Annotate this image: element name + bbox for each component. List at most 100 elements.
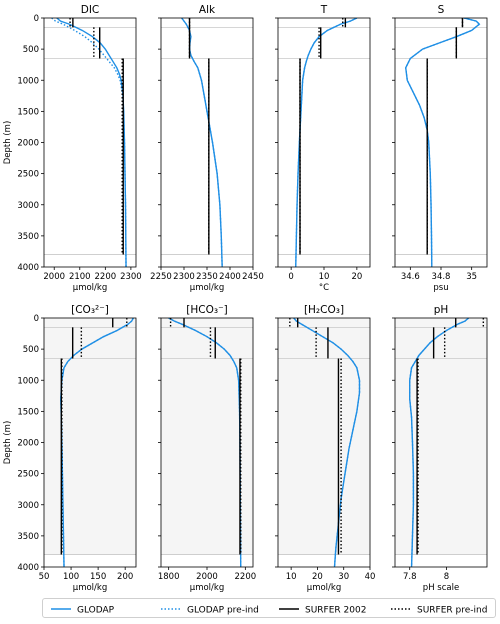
- x-tick-label: 2000: [43, 272, 65, 282]
- y-tick-label: 1500: [17, 407, 39, 417]
- y-tick-label: 1500: [17, 107, 39, 117]
- series-glodap-pre-ind: [295, 18, 358, 267]
- x-tick-label: 2200: [235, 572, 257, 582]
- panel-h-co: 10 20 30 40 [H₂CO₃] µmol/kg: [275, 304, 375, 593]
- x-axis-label: pH scale: [423, 583, 459, 593]
- x-tick-label: 7.8: [403, 572, 417, 582]
- panel-title: Alk: [199, 4, 216, 16]
- x-tick-label: 34.6: [401, 272, 420, 282]
- panel-title: DIC: [81, 4, 100, 16]
- shaded-region: [395, 318, 487, 555]
- panel-title: [HCO₃⁻]: [186, 304, 227, 316]
- y-tick-label: 2000: [17, 139, 39, 149]
- x-tick-label: 30: [338, 572, 349, 582]
- legend: GLODAP GLODAP pre-ind SURFER 2002 SURFER pr…: [42, 598, 496, 618]
- legend-entry-glodap: GLODAP: [51, 606, 115, 616]
- y-axis-label: Depth (m): [3, 121, 13, 165]
- y-tick-label: 2500: [17, 470, 39, 480]
- x-tick-label: 2450: [242, 272, 264, 282]
- x-tick-label: 20: [351, 272, 362, 282]
- x-axis-label: °C: [319, 283, 329, 293]
- y-tick-label: 0: [34, 14, 39, 24]
- series-glodap-pre-ind: [60, 318, 134, 567]
- legend-entry-surfer-pre-ind: SURFER pre-ind: [391, 606, 487, 616]
- x-tick-label: 50: [39, 572, 50, 582]
- x-tick-label: 2100: [69, 272, 91, 282]
- x-tick-label: 2350: [196, 272, 218, 282]
- x-tick-label: 200: [117, 572, 133, 582]
- shaded-region: [278, 318, 370, 555]
- x-axis-label: µmol/kg: [190, 583, 224, 593]
- panel-co: 50 100 150 20005001000150020002500300035004…: [3, 304, 137, 593]
- x-tick-label: 2400: [219, 272, 241, 282]
- x-tick-label: 2250: [150, 272, 172, 282]
- y-tick-label: 2000: [17, 439, 39, 449]
- y-tick-label: 3000: [17, 501, 39, 511]
- shaded-region: [161, 318, 253, 555]
- shaded-region: [44, 318, 136, 555]
- legend-entry-glodap-pre-ind: GLODAP pre-ind: [161, 606, 259, 616]
- panel-hco: 1800 2000 2200 [HCO₃⁻] µmol/kg: [158, 304, 256, 593]
- axes-frame: [394, 17, 488, 268]
- y-tick-label: 500: [23, 345, 39, 355]
- series-glodap: [56, 18, 127, 267]
- y-tick-label: 1000: [17, 76, 39, 86]
- y-tick-label: 3500: [17, 232, 39, 242]
- series-glodap-pre-ind: [51, 18, 127, 267]
- x-tick-label: 2300: [120, 272, 142, 282]
- x-tick-label: 34.8: [432, 272, 451, 282]
- x-tick-label: 2300: [173, 272, 195, 282]
- series-glodap-pre-ind: [405, 18, 481, 267]
- x-tick-label: 10: [319, 272, 330, 282]
- y-tick-label: 2500: [17, 170, 39, 180]
- panel-ph: 7.8 8 pH pH scale: [392, 304, 488, 593]
- series-glodap-pre-ind: [409, 318, 470, 567]
- x-tick-label: 1800: [158, 572, 180, 582]
- axes-frame: [160, 17, 254, 268]
- series-glodap-pre-ind: [181, 18, 223, 267]
- x-axis-label: µmol/kg: [73, 583, 107, 593]
- series-glodap: [295, 18, 358, 267]
- series-glodap-pre-ind: [293, 318, 361, 567]
- series-glodap: [405, 18, 481, 267]
- legend-entry-surfer-2002: SURFER 2002: [279, 606, 366, 616]
- panel-title: T: [320, 4, 328, 16]
- x-tick-label: 8: [444, 572, 449, 582]
- x-tick-label: 20: [312, 572, 323, 582]
- y-tick-label: 1000: [17, 376, 39, 386]
- series-glodap: [181, 18, 223, 267]
- series-glodap-pre-ind: [168, 318, 242, 567]
- x-axis-label: psu: [433, 283, 448, 293]
- panel-title: [CO₃²⁻]: [71, 304, 109, 316]
- legend-label: GLODAP pre-ind: [187, 606, 259, 616]
- x-tick-label: 2200: [95, 272, 117, 282]
- panels-group: 2000 2100 2200 2300050010001500200025003000…: [3, 4, 488, 593]
- axes-frame: [277, 17, 371, 268]
- panel-dic: 2000 2100 2200 2300 0 500 1000 1500 2000 2500 3000…: [3, 4, 142, 293]
- panel-title: S: [438, 4, 445, 16]
- x-tick-label: 150: [90, 572, 106, 582]
- x-tick-label: 10: [286, 572, 297, 582]
- x-tick-label: 40: [365, 572, 376, 582]
- panel-title: pH: [434, 304, 449, 316]
- x-axis-label: µmol/kg: [190, 283, 224, 293]
- y-tick-label: 4000: [17, 263, 39, 273]
- panel-alk: 2250 2300 2350 2400 2450 Alk µmol/kg: [150, 4, 264, 293]
- x-tick-label: 35: [466, 272, 477, 282]
- legend-svg: GLODAP GLODAP pre-ind SURFER 2002 SURFER pr…: [51, 606, 487, 616]
- x-tick-label: 2000: [196, 572, 218, 582]
- y-tick-label: 500: [23, 45, 39, 55]
- legend-label: GLODAP: [77, 606, 115, 616]
- panel-t: 0 10 20 T °C: [275, 4, 371, 293]
- x-axis-label: µmol/kg: [73, 283, 107, 293]
- x-axis-label: µmol/kg: [307, 583, 341, 593]
- y-tick-label: 0: [34, 314, 39, 324]
- y-axis-label: Depth (m): [3, 421, 13, 465]
- x-tick-label: 0: [288, 272, 293, 282]
- legend-label: SURFER 2002: [305, 606, 366, 616]
- panel-title: [H₂CO₃]: [304, 304, 344, 316]
- legend-label: SURFER pre-ind: [417, 606, 487, 616]
- y-tick-label: 4000: [17, 563, 39, 573]
